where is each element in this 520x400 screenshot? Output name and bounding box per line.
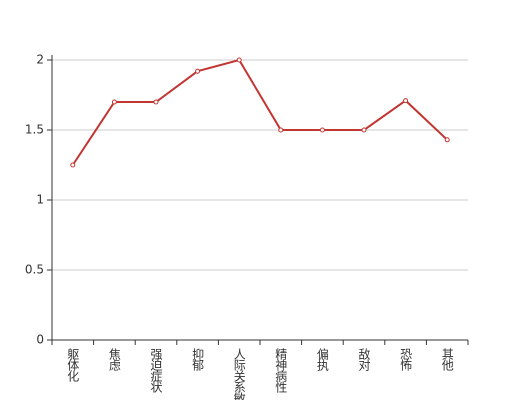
point xyxy=(236,57,242,63)
y-tick-label: 0 xyxy=(36,333,44,347)
point xyxy=(403,98,409,104)
x-tick-label: 躯体化 xyxy=(66,347,80,383)
y-tick-label: 0.5 xyxy=(25,263,44,277)
y-tick-label: 1 xyxy=(36,193,44,207)
point xyxy=(153,99,159,105)
x-tick-label: 人际关系敏感 xyxy=(232,348,246,400)
x-tick-label: 精神病性 xyxy=(274,348,288,394)
x-tick-label: 恐怖 xyxy=(399,348,413,371)
point xyxy=(278,127,284,133)
x-tick-label: 抑郁 xyxy=(191,347,205,372)
x-tick-label: 偏执 xyxy=(315,347,329,372)
point xyxy=(361,127,367,133)
x-tick-label: 敌对 xyxy=(357,347,371,371)
point xyxy=(111,99,117,105)
point xyxy=(444,137,450,143)
x-tick-label: 焦虑 xyxy=(107,348,121,371)
y-tick-label: 2 xyxy=(36,53,44,67)
line xyxy=(71,58,448,166)
x-tick-label: 其他 xyxy=(440,348,454,371)
point xyxy=(319,127,325,133)
point xyxy=(70,162,76,168)
point xyxy=(195,68,201,74)
y-tick-label: 1.5 xyxy=(25,123,44,137)
x-tick-label: 强迫症状 xyxy=(149,348,163,393)
